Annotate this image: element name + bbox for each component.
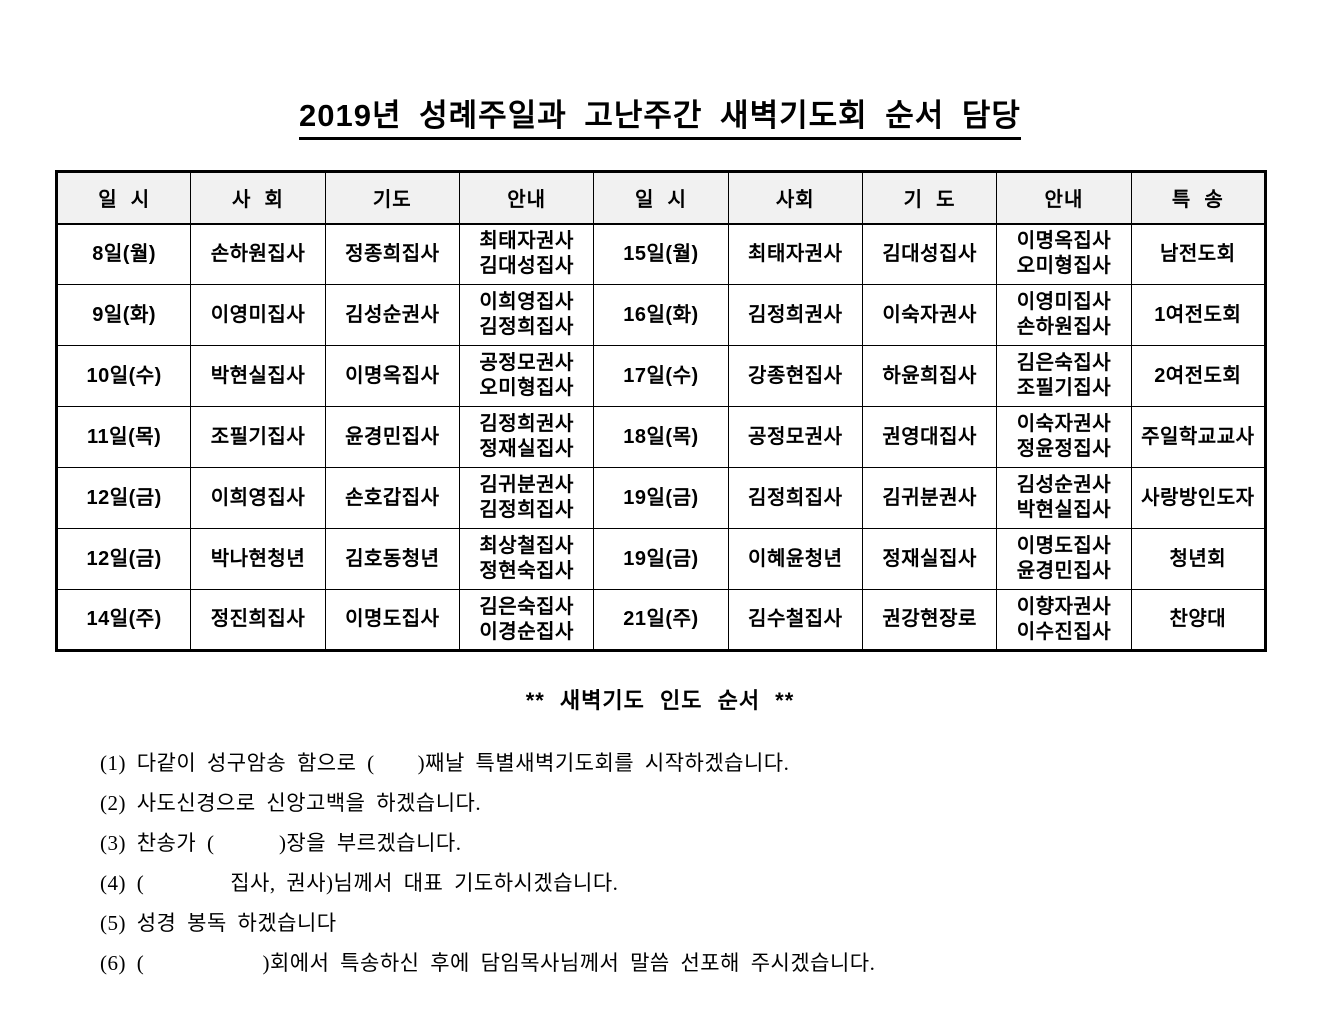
table-cell: 공정모권사 오미형집사 — [458, 345, 595, 407]
table-cell: 청년회 — [1130, 528, 1267, 590]
table-cell: 이향자권사 이수진집사 — [996, 589, 1132, 651]
table-cell: 18일(목) — [593, 406, 729, 468]
table-cell: 이혜윤청년 — [727, 528, 863, 590]
table-row: 12일(금) 박나현청년 김호동청년 최상철집사 정현숙집사 19일(금) 이혜윤청년 정재… — [55, 528, 1267, 590]
table-cell: 최태자권사 — [727, 223, 863, 285]
column-header: 안내 — [458, 171, 595, 225]
table-row: 9일(화) 이영미집사 김성순권사 이희영집사 김정희집사 16일(화) 김정희권사 이숙자… — [55, 284, 1267, 346]
table-cell: 16일(화) — [593, 284, 729, 346]
table-cell: 정종희집사 — [324, 223, 460, 285]
table-cell: 이숙자권사 — [861, 284, 998, 346]
table-cell: 손하원집사 — [190, 223, 326, 285]
table-cell: 이명옥집사 — [324, 345, 460, 407]
column-header: 특 송 — [1130, 171, 1267, 225]
table-cell: 김귀분권사 — [861, 467, 998, 529]
table-cell: 김귀분권사 김정희집사 — [458, 467, 595, 529]
table-cell: 주일학교교사 — [1130, 406, 1267, 468]
table-cell: 권영대집사 — [861, 406, 998, 468]
table-cell: 8일(월) — [55, 223, 192, 285]
table-row: 10일(수) 박현실집사 이명옥집사 공정모권사 오미형집사 17일(수) 강종현집사 하윤… — [55, 345, 1267, 407]
table-row: 11일(목) 조필기집사 윤경민집사 김정희권사 정재실집사 18일(목) 공정모권사 권영… — [55, 406, 1267, 468]
table-cell: 이명도집사 — [324, 589, 460, 651]
column-header: 사회 — [727, 171, 863, 225]
column-header: 안내 — [996, 171, 1132, 225]
table-cell: 12일(금) — [55, 528, 192, 590]
instruction-item: (1) 다같이 성구암송 함으로 ( )째날 특별새벽기도회를 시작하겠습니다. — [100, 751, 790, 775]
column-header: 사 회 — [190, 171, 326, 225]
table-cell: 하윤희집사 — [861, 345, 998, 407]
table-row: 14일(주) 정진희집사 이명도집사 김은숙집사 이경순집사 21일(주) 김수철집사 권강… — [55, 589, 1267, 651]
table-cell: 이영미집사 — [190, 284, 326, 346]
table-row: 12일(금) 이희영집사 손호갑집사 김귀분권사 김정희집사 19일(금) 김정희집사 김귀… — [55, 467, 1267, 529]
table-cell: 사랑방인도자 — [1130, 467, 1267, 529]
table-row: 8일(월) 손하원집사 정종희집사 최태자권사 김대성집사 15일(월) 최태자권사 김대성… — [55, 223, 1267, 285]
table-cell: 이명도집사 윤경민집사 — [996, 528, 1132, 590]
column-header: 일 시 — [55, 171, 192, 225]
table-cell: 김성순권사 — [324, 284, 460, 346]
table-cell: 10일(수) — [55, 345, 192, 407]
table-cell: 최상철집사 정현숙집사 — [458, 528, 595, 590]
instruction-item: (5) 성경 봉독 하겠습니다 — [100, 911, 337, 935]
table-cell: 이희영집사 — [190, 467, 326, 529]
title-row: 2019년 성례주일과 고난주간 새벽기도회 순서 담당 — [0, 0, 1320, 140]
table-cell: 김은숙집사 이경순집사 — [458, 589, 595, 651]
table-cell: 19일(금) — [593, 528, 729, 590]
instructions-list: (1) 다같이 성구암송 함으로 ( )째날 특별새벽기도회를 시작하겠습니다.… — [100, 751, 1320, 975]
table-cell: 김정희권사 정재실집사 — [458, 406, 595, 468]
table-cell: 최태자권사 김대성집사 — [458, 223, 595, 285]
column-header: 일 시 — [593, 171, 729, 225]
table-cell: 김정희권사 — [727, 284, 863, 346]
table-cell: 김대성집사 — [861, 223, 998, 285]
table-cell: 이명옥집사 오미형집사 — [996, 223, 1132, 285]
table-cell: 김성순권사 박현실집사 — [996, 467, 1132, 529]
table-cell: 14일(주) — [55, 589, 192, 651]
table-cell: 1여전도회 — [1130, 284, 1267, 346]
table-cell: 19일(금) — [593, 467, 729, 529]
instruction-item: (6) ( )회에서 특송하신 후에 담임목사님께서 말씀 선포해 주시겠습니다… — [100, 951, 876, 975]
table-cell: 정재실집사 — [861, 528, 998, 590]
page-title: 2019년 성례주일과 고난주간 새벽기도회 순서 담당 — [299, 90, 1021, 140]
table-cell: 이영미집사 손하원집사 — [996, 284, 1132, 346]
table-cell: 공정모권사 — [727, 406, 863, 468]
table-cell: 윤경민집사 — [324, 406, 460, 468]
table-cell: 이희영집사 김정희집사 — [458, 284, 595, 346]
table-cell: 찬양대 — [1130, 589, 1267, 651]
section-subtitle: ** 새벽기도 인도 순서 ** — [525, 688, 795, 713]
table-cell: 권강현장로 — [861, 589, 998, 651]
table-cell: 김호동청년 — [324, 528, 460, 590]
table-cell: 강종현집사 — [727, 345, 863, 407]
table-cell: 박현실집사 — [190, 345, 326, 407]
table-cell: 17일(수) — [593, 345, 729, 407]
table-cell: 손호갑집사 — [324, 467, 460, 529]
table-cell: 21일(주) — [593, 589, 729, 651]
instruction-item: (2) 사도신경으로 신앙고백을 하겠습니다. — [100, 791, 482, 815]
table-cell: 2여전도회 — [1130, 345, 1267, 407]
table-cell: 이숙자권사 정윤정집사 — [996, 406, 1132, 468]
table-cell: 김정희집사 — [727, 467, 863, 529]
column-header: 기 도 — [861, 171, 998, 225]
table-cell: 11일(목) — [55, 406, 192, 468]
instruction-item: (4) ( 집사, 권사)님께서 대표 기도하시겠습니다. — [100, 871, 619, 895]
table-cell: 12일(금) — [55, 467, 192, 529]
column-header: 기도 — [324, 171, 460, 225]
table-cell: 김은숙집사 조필기집사 — [996, 345, 1132, 407]
table-cell: 박나현청년 — [190, 528, 326, 590]
instruction-item: (3) 찬송가 ( )장을 부르겠습니다. — [100, 831, 462, 855]
table-cell: 15일(월) — [593, 223, 729, 285]
table-cell: 조필기집사 — [190, 406, 326, 468]
table-cell: 9일(화) — [55, 284, 192, 346]
table-cell: 남전도회 — [1130, 223, 1267, 285]
table-cell: 정진희집사 — [190, 589, 326, 651]
table-body: 8일(월) 손하원집사 정종희집사 최태자권사 김대성집사 15일(월) 최태자권사 김대성… — [55, 223, 1267, 651]
table-cell: 김수철집사 — [727, 589, 863, 651]
